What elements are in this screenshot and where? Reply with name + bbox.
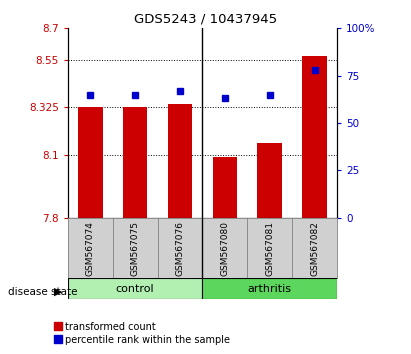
Text: GSM567076: GSM567076 — [175, 221, 185, 276]
Bar — [123, 107, 148, 218]
Text: GSM567075: GSM567075 — [131, 221, 140, 276]
Bar — [257, 143, 282, 218]
Text: GDS5243 / 10437945: GDS5243 / 10437945 — [134, 12, 277, 25]
Text: arthritis: arthritis — [248, 284, 292, 293]
Bar — [212, 157, 237, 218]
Bar — [203, 278, 337, 299]
Bar — [302, 56, 327, 218]
Legend: transformed count, percentile rank within the sample: transformed count, percentile rank withi… — [54, 322, 230, 344]
Text: control: control — [116, 284, 155, 293]
Text: GSM567082: GSM567082 — [310, 221, 319, 276]
Text: GSM567080: GSM567080 — [220, 221, 229, 276]
Text: disease state: disease state — [8, 287, 78, 297]
Text: ▶: ▶ — [54, 287, 62, 297]
Text: GSM567074: GSM567074 — [86, 221, 95, 276]
Bar — [168, 104, 192, 218]
Text: GSM567081: GSM567081 — [265, 221, 274, 276]
Bar — [78, 107, 103, 218]
Bar — [68, 278, 203, 299]
